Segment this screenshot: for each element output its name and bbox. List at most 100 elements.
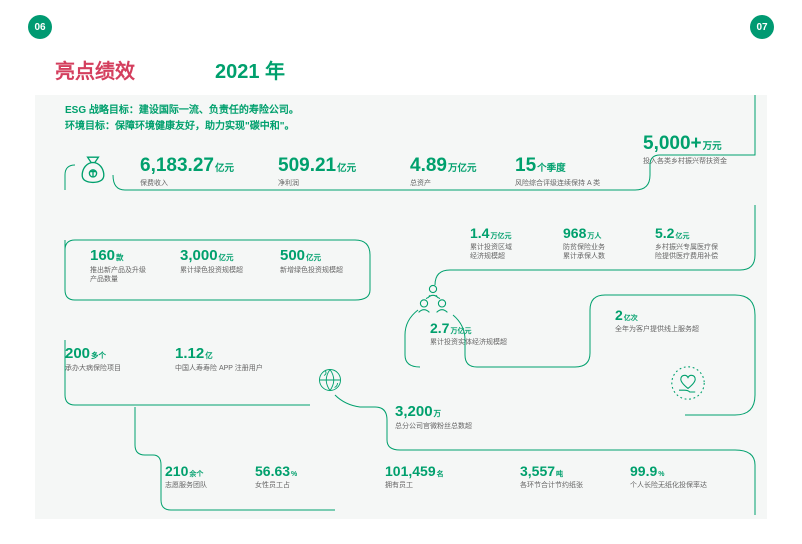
stat-unit: 亿元 — [337, 163, 356, 174]
stat-assets: 4.89万亿元总资产 — [410, 155, 477, 188]
stat-label: 乡村振兴专属医疗保 险提供医疗费用补偿 — [655, 243, 718, 261]
stat-netprofit: 509.21亿元净利润 — [278, 155, 356, 188]
title-main: 亮点绩效 — [55, 55, 135, 84]
connector-path — [65, 165, 75, 190]
stat-value: 5,000+万元 — [643, 133, 727, 155]
stat-wechat: 3,200万总分公司官微粉丝总数超 — [395, 403, 472, 431]
stat-unit: 吨 — [556, 471, 563, 478]
stat-unit: 万亿元 — [490, 233, 511, 240]
money-bag-icon — [75, 150, 111, 186]
connector-path — [135, 407, 335, 510]
stat-unit: 款 — [116, 253, 124, 262]
stat-rural_fund: 5,000+万元投入各类乡村振兴帮扶资金 — [643, 133, 727, 166]
page-number-left: 06 — [28, 15, 52, 39]
stat-unit: 万亿元 — [450, 328, 471, 335]
stat-number: 99.9 — [630, 463, 657, 479]
stat-value: 2亿次 — [615, 307, 699, 323]
stat-value: 3,000亿元 — [180, 247, 243, 264]
connector-path — [453, 295, 755, 415]
stat-label: 志愿服务团队 — [165, 481, 207, 490]
stat-unit: 万亿元 — [448, 163, 477, 174]
stat-number: 4.89 — [410, 155, 447, 176]
stat-paper_save: 3,557吨各环节合计节约纸张 — [520, 463, 583, 490]
stat-number: 1.4 — [470, 225, 489, 241]
stat-label: 承办大病保险项目 — [65, 364, 121, 373]
stat-number: 200 — [65, 345, 90, 362]
stat-value: 1.4万亿元 — [470, 225, 512, 241]
globe-icon — [315, 365, 345, 395]
stat-value: 6,183.27亿元 — [140, 155, 234, 177]
stat-employees: 101,459名拥有员工 — [385, 463, 444, 490]
stat-value: 101,459名 — [385, 463, 444, 479]
stat-label: 中国人寿寿险 APP 注册用户 — [175, 364, 263, 373]
stat-value: 56.63% — [255, 463, 297, 479]
stat-number: 2 — [615, 307, 623, 323]
stat-poverty: 968万人防贫保险业务 累计承保人数 — [563, 225, 605, 261]
stat-value: 4.89万亿元 — [410, 155, 477, 177]
stat-major_ill: 200多个承办大病保险项目 — [65, 345, 121, 373]
stat-label: 净利润 — [278, 179, 356, 188]
stat-unit: % — [658, 471, 664, 478]
page-number-right: 07 — [750, 15, 774, 39]
stat-value: 1.12亿 — [175, 345, 263, 362]
stat-rating: 15个季度风险综合评级连续保持 A 类 — [515, 155, 600, 188]
stat-medical: 5.2亿元乡村振兴专属医疗保 险提供医疗费用补偿 — [655, 225, 718, 261]
stat-value: 210余个 — [165, 463, 207, 479]
stat-unit: 万人 — [587, 233, 601, 240]
title-year: 2021 年 — [215, 55, 285, 84]
stat-unit: 万 — [434, 409, 442, 418]
stat-value: 2.7万亿元 — [430, 320, 507, 336]
stat-number: 2.7 — [430, 320, 449, 336]
stat-products: 160款推出新产品及升级 产品数量 — [90, 247, 146, 284]
stat-label: 保费收入 — [140, 179, 234, 188]
stat-number: 5.2 — [655, 225, 674, 241]
stat-value: 500亿元 — [280, 247, 343, 264]
stat-number: 509.21 — [278, 155, 336, 176]
stat-value: 15个季度 — [515, 155, 600, 177]
stat-number: 56.63 — [255, 463, 290, 479]
infographic-canvas: ESG 战略目标：建设国际一流、负责任的寿险公司。 环境目标：保障环境健康友好，… — [35, 95, 767, 519]
stat-number: 968 — [563, 225, 586, 241]
subtitle-block: ESG 战略目标：建设国际一流、负责任的寿险公司。 环境目标：保障环境健康友好，… — [65, 103, 299, 135]
stat-label: 防贫保险业务 累计承保人数 — [563, 243, 605, 261]
subtitle-esg: ESG 战略目标：建设国际一流、负责任的寿险公司。 — [65, 103, 299, 119]
stat-label: 总资产 — [410, 179, 477, 188]
stat-unit: 亿元 — [306, 253, 321, 262]
stat-value: 200多个 — [65, 345, 121, 362]
subtitle-env: 环境目标：保障环境健康友好，助力实现"碳中和"。 — [65, 119, 299, 135]
stat-label: 累计投资区域 经济规模超 — [470, 243, 512, 261]
stat-label: 全年为客户提供线上服务超 — [615, 325, 699, 334]
stat-label: 拥有员工 — [385, 481, 444, 490]
stat-number: 160 — [90, 247, 115, 264]
stat-region_inv: 1.4万亿元累计投资区域 经济规模超 — [470, 225, 512, 261]
people-icon — [415, 280, 451, 316]
stat-female: 56.63% 女性员工占 — [255, 463, 297, 490]
stat-label: 女性员工占 — [255, 481, 297, 490]
stat-number: 210 — [165, 463, 188, 479]
connector-path — [405, 310, 420, 367]
stat-entity_inv: 2.7万亿元累计投资实体经济规模超 — [430, 320, 507, 347]
stat-label: 各环节合计节约纸张 — [520, 481, 583, 490]
stat-green_new: 500亿元新增绿色投资规模超 — [280, 247, 343, 275]
stat-label: 个人长险无纸化投保率达 — [630, 481, 707, 490]
stat-unit: % — [291, 471, 297, 478]
stat-label: 新增绿色投资规模超 — [280, 266, 343, 275]
stat-value: 5.2亿元 — [655, 225, 718, 241]
stat-value: 3,200万 — [395, 403, 472, 420]
stat-label: 推出新产品及升级 产品数量 — [90, 266, 146, 284]
stat-unit: 亿元 — [215, 163, 234, 174]
hand-heart-icon — [670, 365, 706, 401]
stat-online_svc: 2亿次全年为客户提供线上服务超 — [615, 307, 699, 334]
stat-unit: 万元 — [703, 141, 722, 152]
stat-premium: 6,183.27亿元保费收入 — [140, 155, 234, 188]
stat-label: 投入各类乡村振兴帮扶资金 — [643, 157, 727, 166]
stat-number: 3,200 — [395, 403, 433, 420]
stat-value: 968万人 — [563, 225, 605, 241]
stat-value: 509.21亿元 — [278, 155, 356, 177]
page-header: 亮点绩效 2021 年 — [55, 55, 285, 84]
stat-paperless: 99.9% 个人长险无纸化投保率达 — [630, 463, 707, 490]
stat-number: 15 — [515, 155, 536, 176]
stat-unit: 亿元 — [219, 253, 234, 262]
stat-number: 1.12 — [175, 345, 204, 362]
stat-unit: 亿元 — [675, 233, 689, 240]
